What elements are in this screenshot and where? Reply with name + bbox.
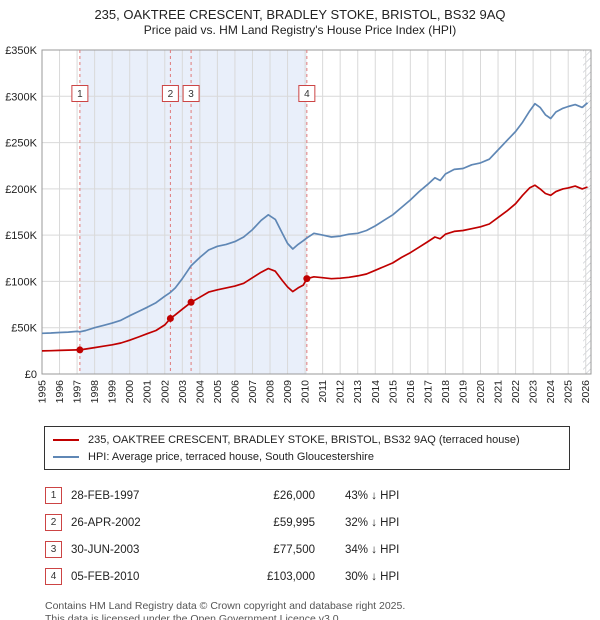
- sale-number-badge: 2: [45, 514, 62, 532]
- svg-text:£350K: £350K: [5, 45, 37, 57]
- svg-text:2007: 2007: [247, 380, 259, 404]
- svg-text:£100K: £100K: [5, 277, 37, 289]
- svg-text:2003: 2003: [177, 380, 189, 404]
- svg-text:1997: 1997: [72, 380, 84, 404]
- page-subtitle: Price paid vs. HM Land Registry's House …: [143, 23, 457, 38]
- sale-number-badge: 4: [45, 568, 62, 586]
- sale-row: 1 28-FEB-1997 £26,000 43% ↓ HPI: [45, 482, 600, 509]
- svg-text:1995: 1995: [37, 380, 49, 404]
- sale-hpi-delta: 34% ↓ HPI: [345, 543, 400, 556]
- sale-hpi-delta: 43% ↓ HPI: [345, 489, 400, 502]
- svg-text:2022: 2022: [510, 380, 522, 404]
- svg-text:4: 4: [304, 89, 310, 100]
- svg-text:1996: 1996: [54, 380, 66, 404]
- svg-text:2026: 2026: [580, 380, 592, 404]
- svg-text:£50K: £50K: [11, 323, 37, 335]
- svg-text:2002: 2002: [159, 380, 171, 404]
- svg-text:2020: 2020: [475, 380, 487, 404]
- svg-text:2014: 2014: [370, 380, 382, 404]
- sale-price: £103,000: [267, 570, 315, 583]
- svg-text:£200K: £200K: [5, 184, 37, 196]
- svg-text:2000: 2000: [124, 380, 136, 404]
- svg-text:2010: 2010: [300, 380, 312, 404]
- svg-text:2001: 2001: [142, 380, 154, 404]
- sale-date: 05-FEB-2010: [71, 570, 140, 583]
- sale-date: 26-APR-2002: [71, 516, 141, 529]
- footer-line2: This data is licensed under the Open Gov…: [45, 613, 342, 620]
- sale-price: £26,000: [273, 489, 315, 502]
- sale-row: 3 30-JUN-2003 £77,500 34% ↓ HPI: [45, 536, 600, 563]
- legend-item-hpi: HPI: Average price, terraced house, Sout…: [53, 448, 561, 465]
- svg-text:3: 3: [188, 89, 194, 100]
- legend-box: 235, OAKTREE CRESCENT, BRADLEY STOKE, BR…: [44, 426, 570, 471]
- title-block: 235, OAKTREE CRESCENT, BRADLEY STOKE, BR…: [0, 0, 600, 38]
- sale-price: £77,500: [273, 543, 315, 556]
- footer: Contains HM Land Registry data © Crown c…: [45, 600, 600, 620]
- svg-text:£0: £0: [25, 369, 37, 381]
- sale-date: 30-JUN-2003: [71, 543, 140, 556]
- svg-text:2018: 2018: [440, 380, 452, 404]
- svg-text:2006: 2006: [229, 380, 241, 404]
- sale-date: 28-FEB-1997: [71, 489, 140, 502]
- legend-item-property: 235, OAKTREE CRESCENT, BRADLEY STOKE, BR…: [53, 431, 561, 448]
- sale-row: 4 05-FEB-2010 £103,000 30% ↓ HPI: [45, 563, 600, 590]
- svg-text:2005: 2005: [212, 380, 224, 404]
- svg-text:2021: 2021: [493, 380, 505, 404]
- legend-label-property: 235, OAKTREE CRESCENT, BRADLEY STOKE, BR…: [88, 433, 520, 446]
- legend-label-hpi: HPI: Average price, terraced house, Sout…: [88, 450, 374, 463]
- svg-text:2016: 2016: [405, 380, 417, 404]
- sale-hpi-delta: 32% ↓ HPI: [345, 516, 400, 529]
- price-chart: 1 2 3 4 £0 £50K £100K £150K £200K £250K £300K £350K…: [0, 40, 600, 422]
- svg-text:2011: 2011: [317, 380, 329, 403]
- svg-text:2012: 2012: [335, 380, 347, 404]
- svg-text:2024: 2024: [545, 380, 557, 404]
- svg-text:1: 1: [77, 89, 83, 100]
- sale-row: 2 26-APR-2002 £59,995 32% ↓ HPI: [45, 509, 600, 536]
- svg-text:1999: 1999: [107, 380, 119, 404]
- sales-table: 1 28-FEB-1997 £26,000 43% ↓ HPI 2 26-APR…: [45, 482, 600, 590]
- sale-hpi-delta: 30% ↓ HPI: [345, 570, 400, 583]
- svg-text:2009: 2009: [282, 380, 294, 404]
- svg-text:2023: 2023: [528, 380, 540, 404]
- sale-price: £59,995: [273, 516, 315, 529]
- sale-number-badge: 3: [45, 541, 62, 559]
- svg-text:2008: 2008: [265, 380, 277, 404]
- page-title: 235, OAKTREE CRESCENT, BRADLEY STOKE, BR…: [94, 7, 506, 22]
- svg-text:£300K: £300K: [5, 92, 37, 104]
- svg-text:2017: 2017: [422, 380, 434, 404]
- svg-text:2004: 2004: [194, 380, 206, 404]
- svg-text:2013: 2013: [352, 380, 364, 404]
- legend-swatch-hpi: [53, 455, 79, 458]
- svg-text:£150K: £150K: [5, 230, 37, 242]
- svg-text:1998: 1998: [89, 380, 101, 404]
- svg-text:2015: 2015: [387, 380, 399, 404]
- price-chart-svg: 1 2 3 4 £0 £50K £100K £150K £200K £250K £300K £350K…: [5, 45, 592, 404]
- legend-swatch-property: [53, 438, 79, 441]
- svg-text:£250K: £250K: [5, 138, 37, 150]
- sale-number-badge: 1: [45, 487, 62, 505]
- svg-text:2019: 2019: [457, 380, 469, 404]
- footer-line1: Contains HM Land Registry data © Crown c…: [45, 600, 406, 613]
- svg-text:2025: 2025: [563, 380, 575, 404]
- svg-text:2: 2: [168, 89, 174, 100]
